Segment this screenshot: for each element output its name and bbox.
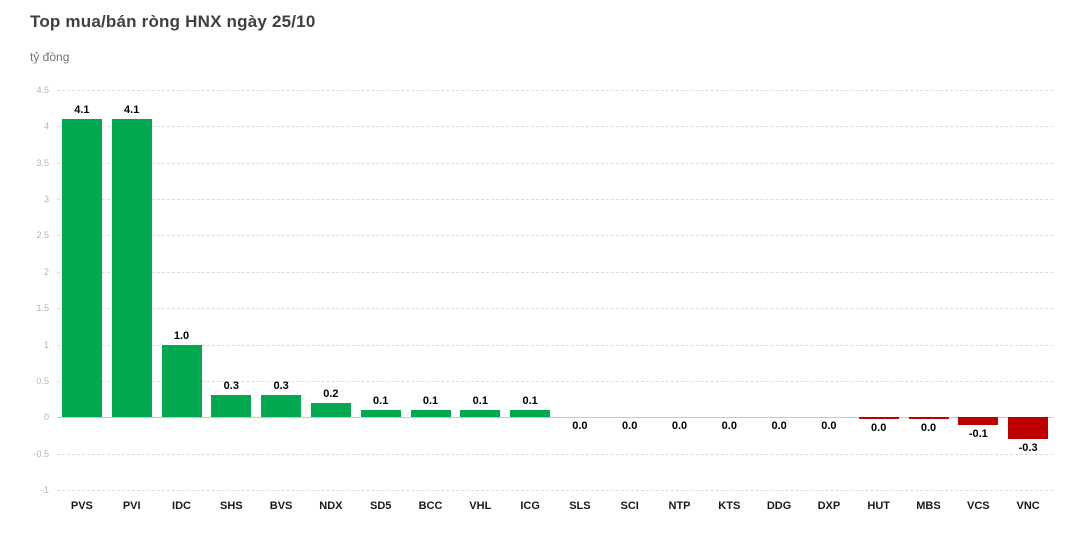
bar-value-label: 0.0 bbox=[622, 420, 638, 433]
bar-value-label: 0.3 bbox=[273, 380, 289, 393]
gridline bbox=[57, 126, 1053, 128]
bar-sd5 bbox=[360, 410, 401, 418]
bar-shs bbox=[211, 395, 252, 418]
bar-value-label: -0.1 bbox=[968, 427, 988, 440]
bar-value-label: 0.3 bbox=[223, 380, 239, 393]
y-axis-tick: -1 bbox=[40, 485, 49, 495]
y-axis-tick: 2 bbox=[43, 266, 49, 277]
bar-value-label: 0.1 bbox=[373, 395, 389, 407]
bar-value-label: 0.0 bbox=[821, 420, 837, 433]
bar-value-label: 4.1 bbox=[74, 104, 90, 117]
bar-mbs bbox=[908, 417, 949, 419]
bar-value-label: 0.0 bbox=[671, 420, 688, 433]
y-axis-tick: 0 bbox=[43, 412, 49, 423]
bar-value-label: 0.0 bbox=[771, 420, 787, 433]
x-axis-label-icg: ICG bbox=[520, 500, 540, 512]
bar-value-label: 0.0 bbox=[721, 420, 737, 433]
y-axis-tick: 4.5 bbox=[36, 85, 49, 95]
y-axis-tick: -0.5 bbox=[33, 448, 49, 459]
x-axis-label-vcs: VCS bbox=[966, 500, 990, 512]
x-axis-label-vnc: VNC bbox=[1016, 500, 1040, 512]
zero-line bbox=[57, 417, 1053, 419]
gridline bbox=[57, 162, 1053, 164]
bar-value-label: 0.1 bbox=[522, 395, 538, 407]
bar-pvs bbox=[61, 119, 102, 418]
x-axis-label-kts: KTS bbox=[718, 500, 741, 512]
x-axis-label-shs: SHS bbox=[219, 500, 243, 512]
gridline bbox=[57, 453, 1053, 455]
x-axis-label-hut: HUT bbox=[867, 500, 890, 512]
gridline bbox=[57, 308, 1053, 310]
x-axis-label-ntp: NTP bbox=[668, 500, 691, 512]
bar-value-label: 0.2 bbox=[323, 387, 339, 400]
bar-value-label: 1.0 bbox=[173, 329, 190, 342]
gridline bbox=[57, 490, 1053, 491]
y-axis-tick: 0.5 bbox=[36, 375, 49, 386]
bar-vcs bbox=[958, 417, 999, 425]
gridline bbox=[57, 235, 1053, 237]
unit-label: tỷ đồng bbox=[30, 50, 70, 64]
x-axis-label-pvs: PVS bbox=[70, 500, 93, 512]
bar-pvi bbox=[111, 119, 152, 418]
page-title: Top mua/bán ròng HNX ngày 25/10 bbox=[30, 12, 316, 31]
y-axis-tick: 3.5 bbox=[36, 157, 49, 168]
x-axis-label-mbs: MBS bbox=[916, 500, 941, 512]
x-axis-label-sci: SCI bbox=[620, 500, 639, 512]
bar-vhl bbox=[460, 410, 501, 418]
gridline bbox=[57, 90, 1053, 91]
bar-hut bbox=[858, 417, 899, 419]
y-axis-tick: 3 bbox=[43, 194, 49, 205]
x-axis-label-dxp: DXP bbox=[817, 500, 841, 512]
gridline bbox=[57, 344, 1053, 346]
x-axis-label-sls: SLS bbox=[569, 500, 591, 512]
bar-value-label: 4.1 bbox=[124, 104, 140, 117]
bar-value-label: 0.1 bbox=[422, 395, 439, 407]
bar-bvs bbox=[261, 395, 302, 418]
x-axis-label-ddg: DDG bbox=[766, 500, 792, 512]
gridline bbox=[57, 271, 1053, 273]
bar-value-label: 0.0 bbox=[920, 421, 937, 434]
bar-vnc bbox=[1008, 417, 1049, 440]
bar-ndx bbox=[310, 402, 351, 418]
gridline bbox=[57, 380, 1053, 382]
y-axis-tick: 1.5 bbox=[36, 303, 49, 314]
x-axis-label-bcc: BCC bbox=[418, 500, 443, 512]
bar-idc bbox=[161, 344, 202, 418]
bar-icg bbox=[510, 410, 551, 418]
bar-value-label: 0.1 bbox=[472, 395, 488, 407]
bar-bcc bbox=[410, 410, 451, 418]
x-axis-label-pvi: PVI bbox=[122, 500, 141, 512]
y-axis-tick: 4 bbox=[43, 121, 49, 132]
x-axis-label-vhl: VHL bbox=[469, 500, 492, 512]
bar-value-label: -0.3 bbox=[1018, 442, 1038, 455]
y-axis-tick: 2.5 bbox=[36, 230, 49, 241]
bar-value-label: 0.0 bbox=[871, 421, 887, 434]
plot-area: 4.5 4 3.5 3 2.5 2 1.5 1 0.5 0 -0.5 -1 4.1 PVS 4.1 PVI 1.… bbox=[33, 85, 1053, 512]
gridline bbox=[57, 199, 1053, 201]
bar-value-label: 0.0 bbox=[572, 420, 588, 433]
x-axis-label-idc: IDC bbox=[172, 500, 191, 512]
x-axis-label-ndx: NDX bbox=[319, 500, 343, 512]
x-axis-label-bvs: BVS bbox=[269, 500, 293, 512]
y-axis-tick: 1 bbox=[43, 339, 49, 350]
x-axis-label-sd5: SD5 bbox=[369, 500, 392, 512]
